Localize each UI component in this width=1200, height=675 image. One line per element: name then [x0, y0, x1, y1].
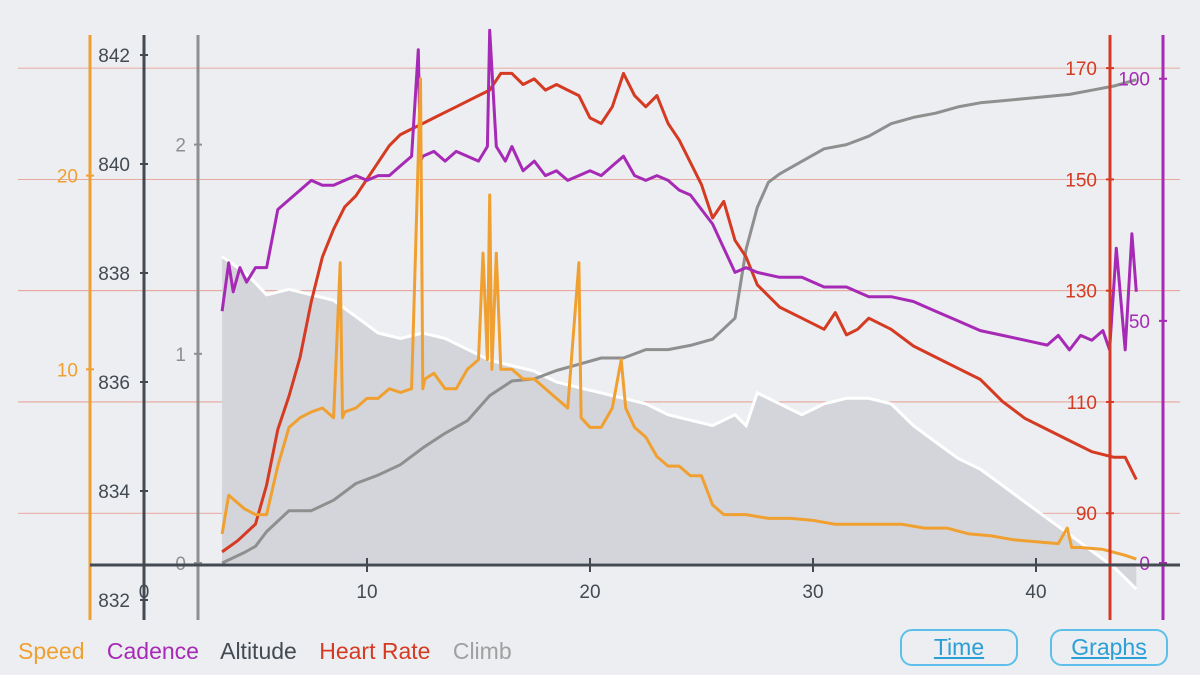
cadence-line [220, 28, 1138, 352]
legend: Speed Cadence Altitude Heart Rate Climb [18, 638, 528, 665]
altitude-tick-label: 838 [98, 264, 130, 285]
altitude-tick-label: 840 [98, 155, 130, 176]
altitude-area-edge [221, 255, 1138, 591]
heart-rate-tick-label: 110 [1067, 393, 1097, 414]
x-tick-label: 40 [1025, 582, 1046, 603]
altitude-area-fill [222, 256, 1137, 590]
x-tick-label: 30 [802, 582, 823, 603]
legend-heart-rate: Heart Rate [319, 638, 431, 664]
x-tick-label: 0 [139, 582, 150, 603]
legend-climb: Climb [452, 638, 512, 664]
heart-rate-tick-label: 170 [1065, 59, 1097, 80]
altitude-tick-label: 834 [98, 482, 130, 503]
altitude-tick-label: 832 [98, 591, 130, 612]
altitude-tick-label: 842 [98, 46, 130, 67]
altitude-tick-label: 836 [98, 373, 130, 394]
climb-tick-label: 2 [175, 136, 186, 157]
x-tick-label: 20 [579, 582, 600, 603]
speed-tick-label: 20 [57, 167, 78, 188]
cadence-tick-label: 50 [1129, 312, 1150, 333]
legend-speed: Speed [18, 638, 85, 664]
climb-line [221, 78, 1137, 565]
heart-rate-line [221, 71, 1138, 554]
heart-rate-tick-label: 90 [1076, 504, 1097, 525]
graphs-button[interactable]: Graphs [1050, 629, 1168, 666]
speed-line [220, 77, 1137, 561]
legend-cadence: Cadence [106, 638, 199, 664]
x-tick-label: 10 [356, 582, 377, 603]
speed-tick-label: 10 [57, 360, 78, 381]
time-button[interactable]: Time [900, 629, 1018, 666]
legend-altitude: Altitude [220, 638, 297, 664]
heart-rate-tick-label: 150 [1065, 170, 1097, 191]
cadence-tick-label: 100 [1118, 70, 1150, 91]
heart-rate-tick-label: 130 [1065, 282, 1097, 303]
climb-tick-label: 1 [175, 345, 186, 366]
